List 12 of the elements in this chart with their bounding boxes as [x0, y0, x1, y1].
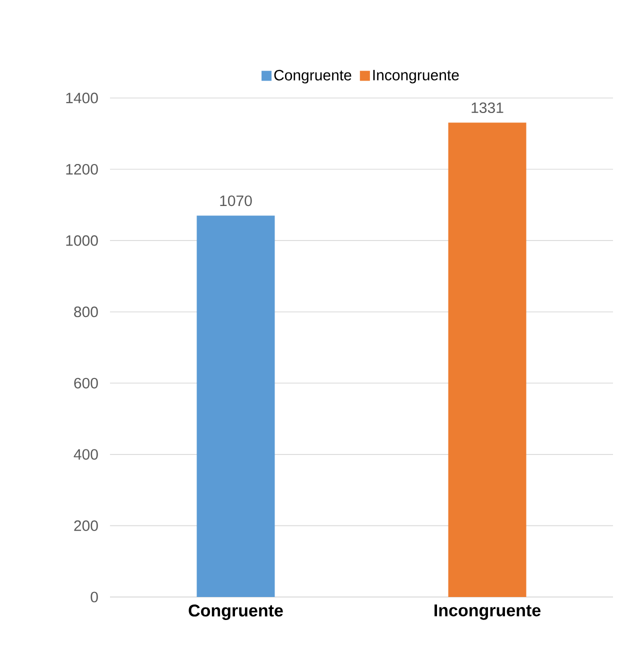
y-tick-label: 1200	[66, 164, 98, 175]
legend-label: Congruente	[274, 70, 352, 84]
legend-label: Incongruente	[373, 70, 459, 84]
y-tick-label: 1400	[66, 92, 98, 104]
y-tick-label: 1000	[66, 235, 98, 246]
y-tick-label: 200	[74, 520, 98, 532]
y-tick-label: 800	[74, 306, 98, 318]
y-tick-label: 400	[74, 449, 98, 460]
data-label: 1070	[220, 195, 252, 206]
data-label: 1331	[472, 102, 504, 114]
y-tick-label: 600	[74, 378, 98, 388]
y-tick-label: 0	[90, 592, 98, 602]
